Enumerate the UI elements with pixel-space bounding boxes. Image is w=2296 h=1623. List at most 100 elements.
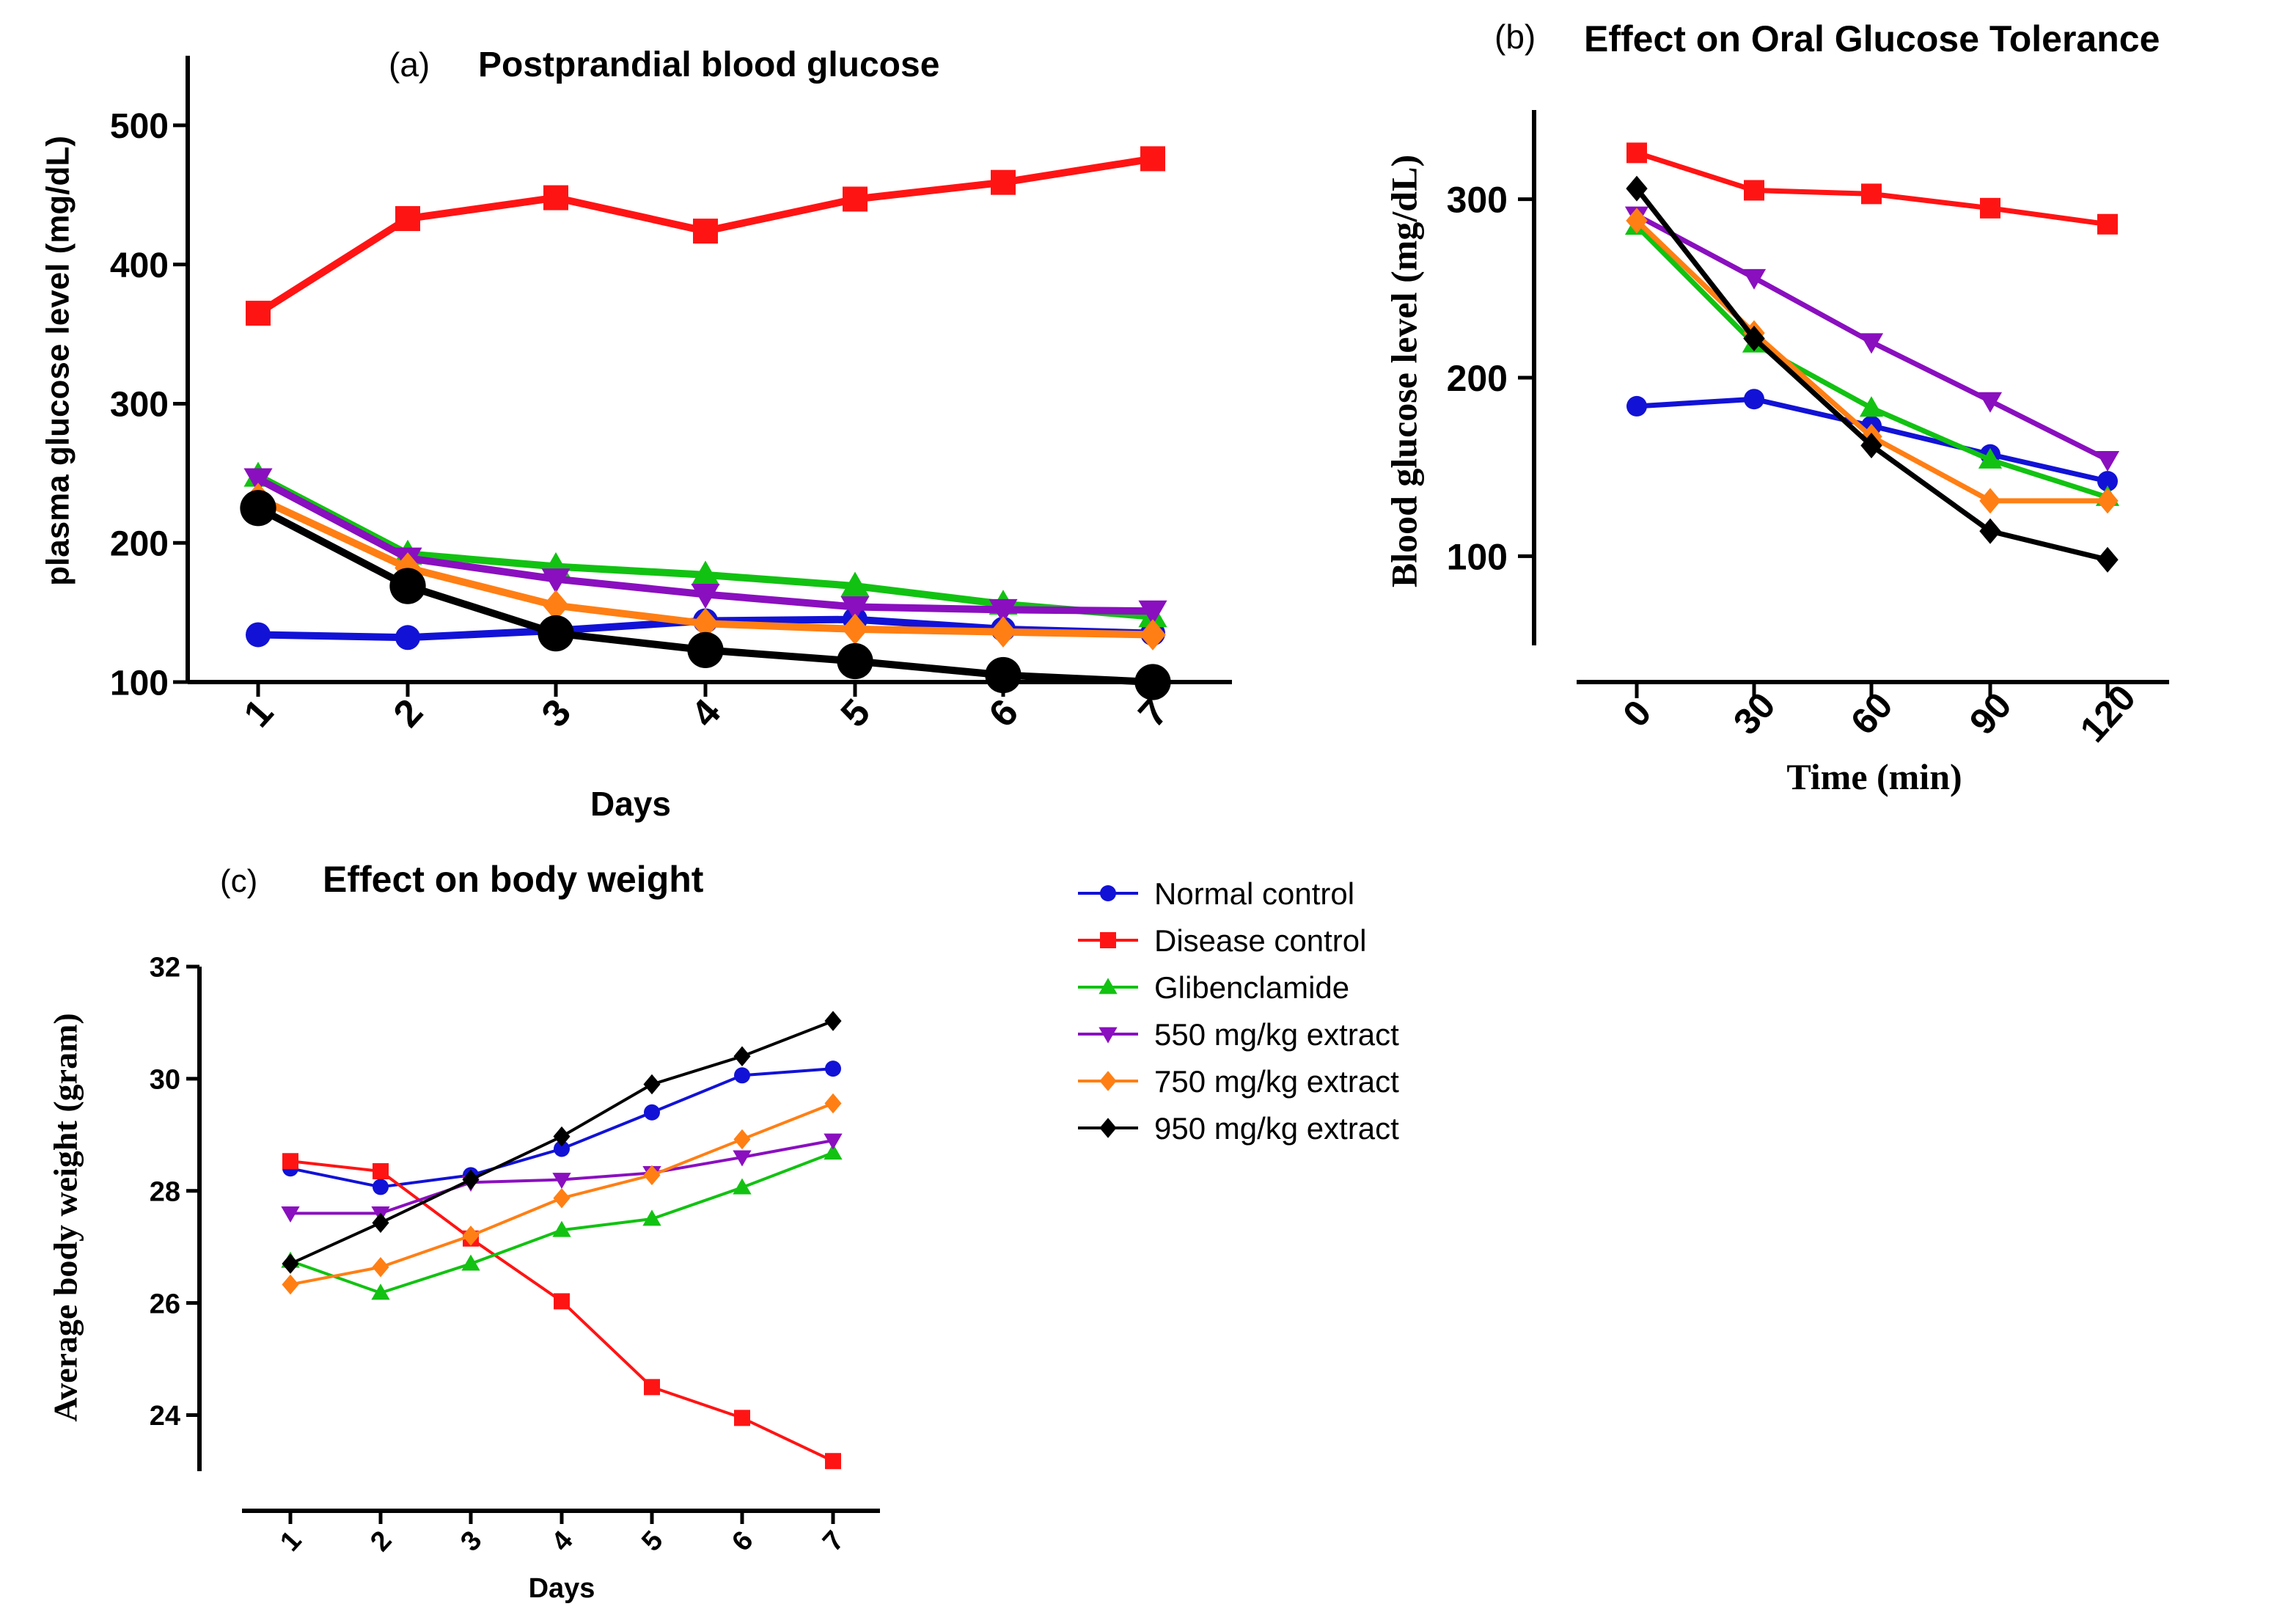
- panel-c-point-normal-control-6: [734, 1067, 750, 1084]
- panel-c-point-550-mg-kg-extract-7: [824, 1133, 843, 1150]
- panel-b-series-550-mg-kg-extract: [1624, 206, 2120, 472]
- panel-c-point-950-mg-kg-extract-1: [282, 1253, 299, 1274]
- legend-entry-750-mg-kg-extract: 750 mg/kg extract: [1078, 1064, 1399, 1099]
- panel-b-point-950-mg-kg-extract-0: [1626, 175, 1648, 202]
- panel-b-point-750-mg-kg-extract-0: [1626, 208, 1648, 234]
- panel-c-y-tick-label-30: 30: [150, 1065, 180, 1096]
- legend-label-normal-control: Normal control: [1154, 876, 1354, 911]
- panel-b-point-550-mg-kg-extract-30: [1742, 268, 1767, 290]
- panel-b-point-disease-control-120: [2097, 213, 2118, 235]
- panel-b-point-disease-control-90: [1980, 197, 2000, 219]
- panel-c-y-tick-label-24: 24: [150, 1401, 180, 1432]
- legend-label-disease-control: Disease control: [1154, 923, 1366, 958]
- panel-a-label: (a): [389, 45, 430, 84]
- panel-c-point-normal-control-5: [644, 1104, 660, 1121]
- legend-entry-normal-control: Normal control: [1078, 876, 1354, 911]
- panel-c-point-550-mg-kg-extract-6: [733, 1150, 752, 1167]
- panel-c-point-750-mg-kg-extract-6: [733, 1129, 751, 1150]
- panel-b-x-tick-label-60: 60: [1843, 684, 1901, 742]
- panel-a-y-axis-label: plasma glucose level (mg/dL): [40, 136, 76, 586]
- panel-a-point-550-mg-kg-extract-3: [541, 568, 571, 594]
- panel-c-x-tick-label-5: 5: [636, 1525, 669, 1558]
- panel-c-point-normal-control-4: [554, 1140, 570, 1157]
- panel-b-point-disease-control-30: [1744, 180, 1764, 201]
- panel-a-point-950-mg-kg-extract-6: [985, 656, 1022, 694]
- panel-b-point-glibenclamide-90: [1978, 447, 2003, 469]
- panel-a-series-950-mg-kg-extract: [240, 490, 1171, 700]
- panel-b-point-950-mg-kg-extract-120: [2097, 546, 2119, 573]
- panel-b-point-glibenclamide-60: [1859, 396, 1884, 417]
- panel-a-point-950-mg-kg-extract-3: [538, 615, 574, 652]
- panel-c-x-tick-label-2: 2: [364, 1525, 397, 1558]
- legend-marker-glibenclamide: [1099, 978, 1118, 994]
- panel-b-y-tick-label-300: 300: [1447, 180, 1508, 221]
- panel-b-title: Effect on Oral Glucose Tolerance: [1584, 18, 2160, 59]
- panel-a-point-550-mg-kg-extract-1: [243, 468, 273, 494]
- panel-c-x-tick-label-4: 4: [546, 1525, 579, 1558]
- panel-c-body-weight: 24 26 28 30 32 1 2 3 4 5 6 7 Days Average body weight…: [47, 859, 880, 1604]
- panel-c-x-tick-label-3: 3: [455, 1525, 488, 1558]
- legend: Normal control Disease control Glibenclami…: [1078, 876, 1399, 1146]
- panel-a-point-750-mg-kg-extract-3: [543, 590, 569, 621]
- panel-b-y-tick-label-200: 200: [1447, 358, 1508, 399]
- legend-entry-glibenclamide: Glibenclamide: [1078, 970, 1349, 1005]
- panel-c-series-750-mg-kg-extract: [282, 1093, 842, 1295]
- panel-b-point-550-mg-kg-extract-90: [1978, 392, 2003, 413]
- panel-a-point-glibenclamide-4: [691, 560, 720, 586]
- panel-c-point-disease-control-5: [644, 1379, 660, 1396]
- panel-b-line-950-mg-kg-extract: [1635, 186, 2108, 563]
- panel-c-x-axis-label: Days: [529, 1573, 595, 1604]
- panel-b-x-tick-label-30: 30: [1725, 684, 1783, 742]
- panel-c-point-glibenclamide-7: [824, 1143, 843, 1160]
- panel-c-point-950-mg-kg-extract-7: [824, 1011, 842, 1031]
- panel-a-x-tick-label-4: 4: [683, 691, 730, 735]
- panel-c-point-750-mg-kg-extract-5: [643, 1165, 661, 1186]
- panel-a-series-disease-control: [246, 146, 1165, 326]
- panel-c-point-950-mg-kg-extract-4: [553, 1126, 571, 1147]
- panel-c-series-disease-control: [282, 1153, 841, 1470]
- panel-b-point-750-mg-kg-extract-120: [2097, 488, 2119, 514]
- panel-c-point-950-mg-kg-extract-6: [733, 1046, 751, 1067]
- panel-b-x-axis-label: Time (min): [1786, 756, 1962, 797]
- panel-a-x-axis-label: Days: [590, 785, 671, 823]
- panel-c-y-tick-label-32: 32: [150, 953, 180, 983]
- panel-c-point-750-mg-kg-extract-1: [282, 1274, 299, 1295]
- panel-a-point-disease-control-7: [1140, 146, 1165, 172]
- panel-c-point-750-mg-kg-extract-3: [462, 1226, 480, 1246]
- legend-entry-disease-control: Disease control: [1078, 923, 1366, 958]
- panel-b-line-750-mg-kg-extract: [1635, 219, 2108, 504]
- panel-c-point-950-mg-kg-extract-5: [643, 1074, 661, 1095]
- panel-c-point-disease-control-1: [282, 1153, 298, 1170]
- panel-b-point-disease-control-0: [1626, 142, 1647, 164]
- panel-a-point-normal-control-1: [246, 622, 271, 648]
- panel-c-point-normal-control-7: [825, 1060, 841, 1077]
- panel-a-point-950-mg-kg-extract-2: [389, 568, 426, 604]
- panel-a-point-disease-control-5: [843, 186, 868, 212]
- panel-c-point-glibenclamide-6: [733, 1178, 752, 1195]
- panel-c-y-tick-label-28: 28: [150, 1176, 180, 1207]
- legend-marker-950-mg-kg-extract: [1099, 1118, 1117, 1138]
- panel-a-point-750-mg-kg-extract-7: [1140, 619, 1166, 651]
- panel-a-point-550-mg-kg-extract-7: [1138, 600, 1167, 626]
- legend-marker-normal-control: [1100, 885, 1116, 901]
- legend-marker-750-mg-kg-extract: [1099, 1071, 1117, 1091]
- panel-c-series-glibenclamide: [281, 1143, 843, 1300]
- panel-a-x-tick-label-6: 6: [981, 691, 1027, 735]
- panel-b-y-axis-label: Blood glucose level (mg/dL): [1383, 155, 1424, 587]
- panel-a-point-550-mg-kg-extract-6: [989, 598, 1018, 624]
- panel-b-point-550-mg-kg-extract-60: [1859, 333, 1884, 354]
- panel-a-point-550-mg-kg-extract-5: [840, 596, 870, 622]
- panel-c-point-disease-control-4: [554, 1293, 570, 1310]
- panel-a-x-tick-label-1: 1: [236, 691, 282, 735]
- panel-a-y-tick-label-400: 400: [110, 246, 169, 285]
- panel-a-y-tick-label-200: 200: [110, 525, 169, 564]
- panel-b-point-950-mg-kg-extract-90: [1979, 518, 2001, 544]
- panel-c-point-750-mg-kg-extract-7: [824, 1093, 842, 1114]
- panel-c-point-750-mg-kg-extract-4: [553, 1187, 571, 1209]
- panel-c-series-950-mg-kg-extract: [282, 1011, 842, 1274]
- panel-a-y-tick-label-100: 100: [110, 664, 169, 703]
- panel-c-point-disease-control-7: [825, 1453, 841, 1470]
- legend-label-750-mg-kg-extract: 750 mg/kg extract: [1154, 1064, 1399, 1099]
- panel-b-x-tick-label-90: 90: [1962, 684, 2020, 742]
